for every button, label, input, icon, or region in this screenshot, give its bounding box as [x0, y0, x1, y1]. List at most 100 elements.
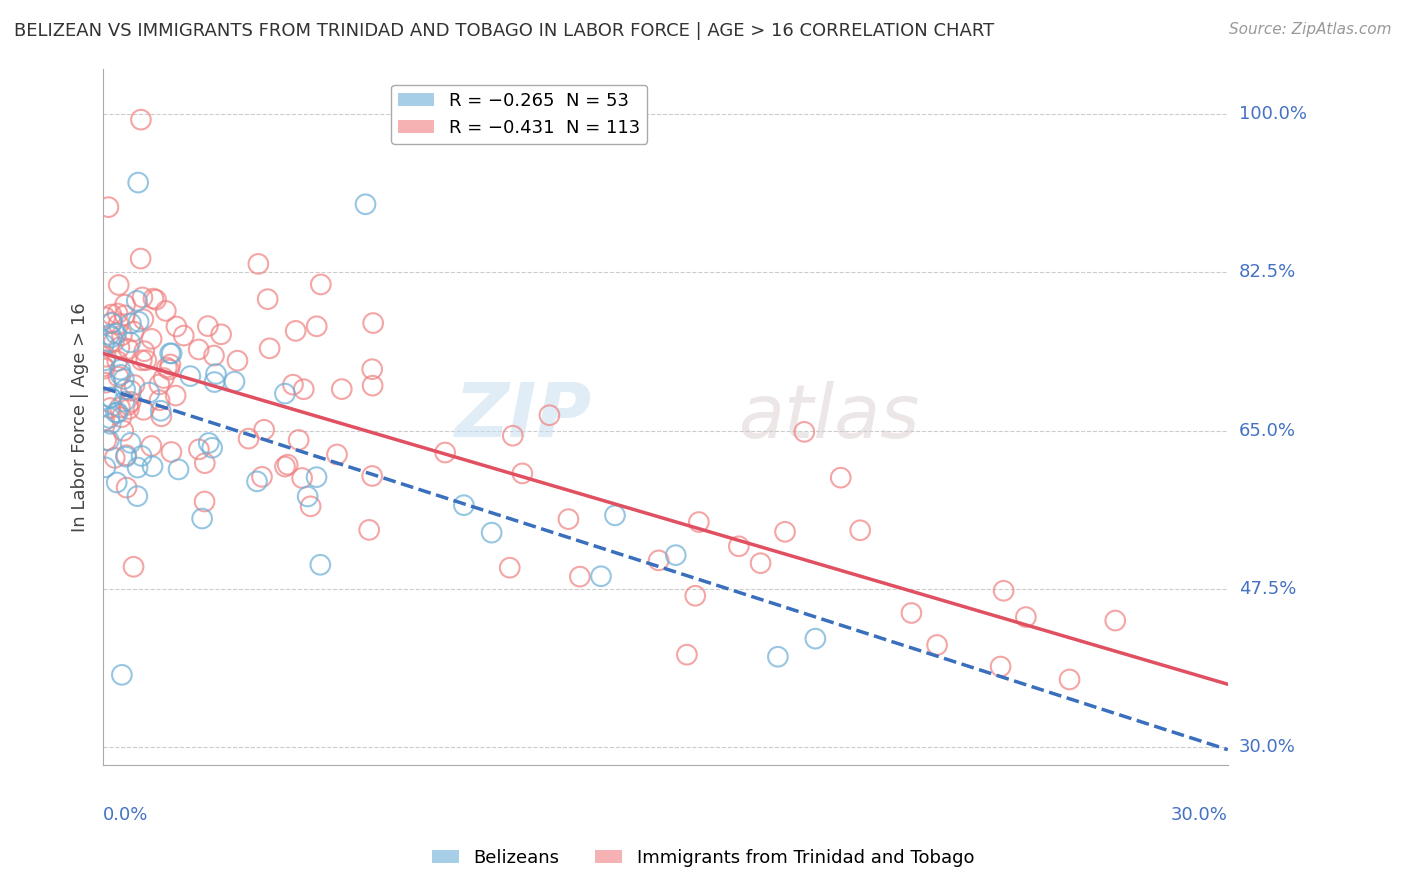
Point: [148, 393, 170, 408]
Point: [309, 558, 332, 572]
Point: [98, 327, 121, 342]
Point: [94, 310, 117, 325]
Point: [98, 401, 121, 415]
Point: [159, 346, 181, 360]
Point: [110, 368, 132, 382]
Point: [128, 315, 150, 329]
Point: [120, 384, 142, 398]
Point: [117, 342, 139, 356]
Point: [131, 353, 153, 368]
Point: [361, 378, 384, 392]
Point: [330, 382, 353, 396]
Point: [97, 434, 120, 448]
Point: [197, 436, 219, 450]
Point: [204, 375, 226, 389]
Point: [98, 335, 121, 350]
Point: [101, 315, 124, 329]
Point: [683, 589, 706, 603]
Text: ZIP: ZIP: [456, 380, 592, 453]
Point: [665, 548, 688, 562]
Point: [160, 445, 183, 459]
Point: [93, 337, 115, 351]
Point: [105, 326, 128, 341]
Point: [925, 638, 948, 652]
Point: [118, 402, 141, 417]
Point: [132, 402, 155, 417]
Point: [107, 369, 129, 384]
Point: [250, 470, 273, 484]
Point: [141, 332, 163, 346]
Text: 0.0%: 0.0%: [103, 806, 149, 824]
Point: [499, 560, 522, 574]
Point: [538, 408, 561, 422]
Point: [127, 489, 149, 503]
Point: [107, 406, 129, 420]
Text: atlas: atlas: [738, 381, 920, 453]
Point: [115, 450, 138, 464]
Point: [259, 341, 281, 355]
Point: [305, 319, 328, 334]
Point: [191, 511, 214, 525]
Point: [120, 335, 142, 350]
Point: [100, 316, 122, 330]
Point: [138, 385, 160, 400]
Point: [284, 324, 307, 338]
Point: [202, 349, 225, 363]
Point: [103, 334, 125, 349]
Point: [93, 414, 115, 428]
Point: [589, 569, 612, 583]
Point: [100, 391, 122, 405]
Point: [361, 316, 384, 330]
Point: [359, 523, 381, 537]
Point: [114, 298, 136, 312]
Point: [124, 378, 146, 392]
Point: [127, 460, 149, 475]
Point: [135, 353, 157, 368]
Point: [101, 330, 124, 344]
Point: [112, 372, 135, 386]
Point: [568, 569, 591, 583]
Point: [160, 346, 183, 360]
Point: [94, 434, 117, 448]
Point: [226, 353, 249, 368]
Point: [141, 439, 163, 453]
Point: [129, 252, 152, 266]
Text: 30.0%: 30.0%: [1239, 739, 1296, 756]
Point: [107, 277, 129, 292]
Point: [299, 500, 322, 514]
Point: [141, 459, 163, 474]
Point: [238, 432, 260, 446]
Point: [110, 362, 132, 376]
Point: [152, 371, 174, 385]
Point: [187, 343, 209, 357]
Point: [292, 382, 315, 396]
Point: [830, 471, 852, 485]
Text: Source: ZipAtlas.com: Source: ZipAtlas.com: [1229, 22, 1392, 37]
Point: [142, 292, 165, 306]
Point: [766, 649, 789, 664]
Point: [122, 325, 145, 339]
Point: [1015, 610, 1038, 624]
Legend: R = −0.265  N = 53, R = −0.431  N = 113: R = −0.265 N = 53, R = −0.431 N = 113: [391, 85, 647, 144]
Point: [900, 606, 922, 620]
Point: [291, 471, 314, 485]
Point: [115, 481, 138, 495]
Point: [156, 360, 179, 375]
Point: [112, 424, 135, 438]
Point: [94, 353, 117, 368]
Point: [1104, 614, 1126, 628]
Point: [93, 359, 115, 374]
Point: [108, 401, 131, 415]
Point: [115, 448, 138, 462]
Point: [110, 410, 132, 425]
Point: [326, 448, 349, 462]
Point: [354, 197, 377, 211]
Legend: Belizeans, Immigrants from Trinidad and Tobago: Belizeans, Immigrants from Trinidad and …: [425, 842, 981, 874]
Point: [100, 391, 122, 405]
Point: [194, 456, 217, 470]
Point: [117, 398, 139, 412]
Point: [120, 317, 142, 331]
Point: [179, 369, 201, 384]
Point: [134, 344, 156, 359]
Point: [149, 404, 172, 418]
